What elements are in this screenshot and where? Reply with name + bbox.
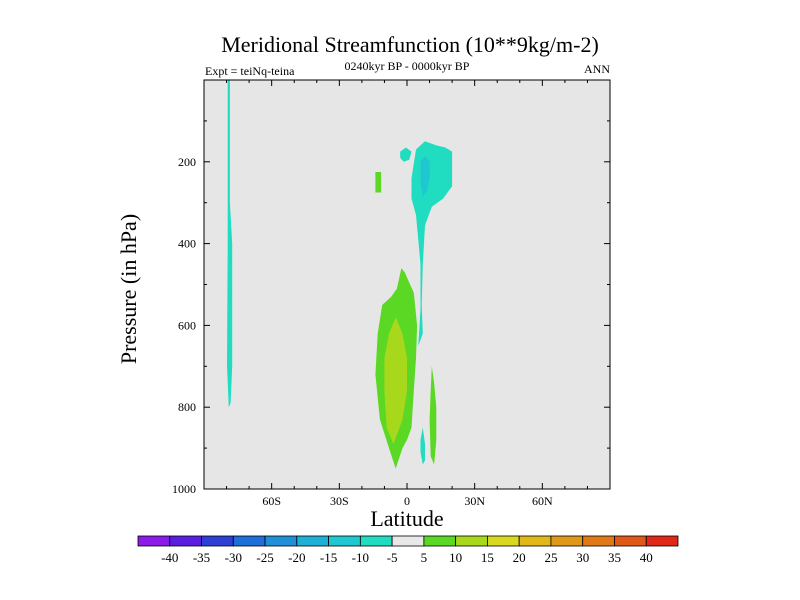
colorbar-label: -15 bbox=[320, 550, 337, 565]
colorbar-label: 35 bbox=[608, 550, 621, 565]
contour-neg-10-core bbox=[420, 155, 430, 197]
colorbar-swatch bbox=[391, 535, 425, 547]
colorbar-swatch bbox=[264, 535, 298, 547]
contour-neg-5-sh-column bbox=[227, 80, 233, 408]
colorbar-label: 10 bbox=[449, 550, 462, 565]
colorbar-label: 30 bbox=[576, 550, 589, 565]
contour-neg-5-upper-cell bbox=[411, 141, 453, 346]
y-tick-label: 1000 bbox=[172, 482, 196, 496]
contour-pos-5-small-patch bbox=[375, 172, 382, 193]
colorbar-label: -30 bbox=[225, 550, 242, 565]
colorbar-label: 25 bbox=[544, 550, 557, 565]
x-tick-label: 30S bbox=[330, 494, 349, 508]
colorbar-label: -20 bbox=[288, 550, 305, 565]
colorbar-swatch bbox=[550, 535, 584, 547]
colorbar-label: 15 bbox=[481, 550, 494, 565]
colorbar-label: -25 bbox=[256, 550, 273, 565]
colorbar-label: -10 bbox=[352, 550, 369, 565]
contour-neg-5-nh-sliver bbox=[420, 427, 425, 465]
colorbar-swatch bbox=[296, 535, 329, 547]
colorbar-label: -40 bbox=[161, 550, 178, 565]
colorbar-swatch bbox=[582, 535, 615, 547]
x-tick-label: 30N bbox=[464, 494, 485, 508]
colorbar-swatch bbox=[423, 535, 457, 547]
contour-pos-5-nh-column bbox=[429, 366, 437, 465]
y-tick-label: 200 bbox=[178, 155, 196, 169]
colorbar-label: -35 bbox=[193, 550, 210, 565]
colorbar: -40 -35 -30 -25 -20 -15 -10 -5 5 10 15 20 25 30 35 40 bbox=[137, 535, 679, 565]
x-axis-ticks: 60S 30S 0 30N 60N bbox=[226, 80, 588, 508]
colorbar-label: 40 bbox=[640, 550, 653, 565]
y-axis-label: Pressure (in hPa) bbox=[116, 214, 141, 364]
chart-subtitle: 0240kyr BP - 0000kyr BP bbox=[345, 59, 470, 73]
colorbar-swatch bbox=[328, 535, 361, 547]
contour-regions bbox=[227, 80, 453, 469]
colorbar-swatch bbox=[614, 535, 647, 547]
colorbar-swatch bbox=[232, 535, 266, 547]
x-axis-label: Latitude bbox=[370, 506, 443, 531]
y-tick-label: 600 bbox=[178, 318, 196, 332]
colorbar-swatch bbox=[137, 535, 171, 547]
experiment-label: Expt = teiNq-teina bbox=[205, 64, 295, 78]
y-tick-label: 800 bbox=[178, 400, 196, 414]
y-axis-ticks: 200 400 600 800 1000 bbox=[172, 120, 610, 496]
colorbar-swatch bbox=[518, 535, 552, 547]
colorbar-label: -5 bbox=[387, 550, 398, 565]
contour-pos-10-main-core bbox=[384, 317, 407, 444]
x-tick-label: 60S bbox=[262, 494, 281, 508]
colorbar-label: 20 bbox=[513, 550, 526, 565]
colorbar-swatch bbox=[201, 535, 234, 547]
x-tick-label: 60N bbox=[532, 494, 553, 508]
season-label: ANN bbox=[584, 62, 610, 76]
x-tick-label: 0 bbox=[404, 494, 410, 508]
colorbar-label: 5 bbox=[421, 550, 428, 565]
colorbar-swatch bbox=[487, 535, 520, 547]
colorbar-swatch bbox=[645, 535, 679, 547]
colorbar-swatch bbox=[169, 535, 202, 547]
chart-title: Meridional Streamfunction (10**9kg/m-2) bbox=[221, 32, 599, 57]
y-tick-label: 400 bbox=[178, 237, 196, 251]
colorbar-swatch bbox=[359, 535, 393, 547]
colorbar-swatch bbox=[455, 535, 488, 547]
contour-neg-5-tiny-patch bbox=[400, 147, 412, 162]
